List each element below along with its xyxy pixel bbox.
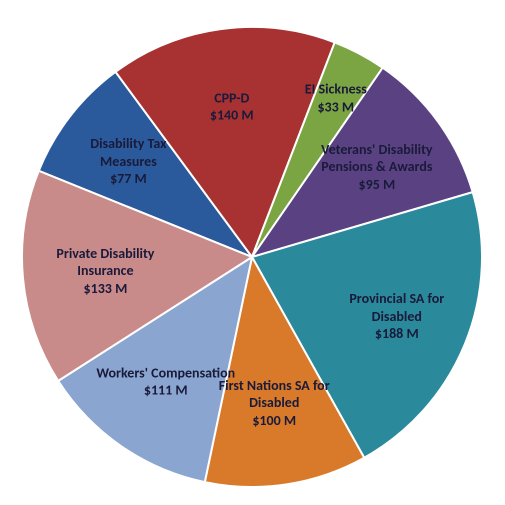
- pie-chart: Disability TaxMeasures$77 MCPP-D$140 MEI…: [0, 0, 505, 505]
- pie-svg: [0, 0, 505, 505]
